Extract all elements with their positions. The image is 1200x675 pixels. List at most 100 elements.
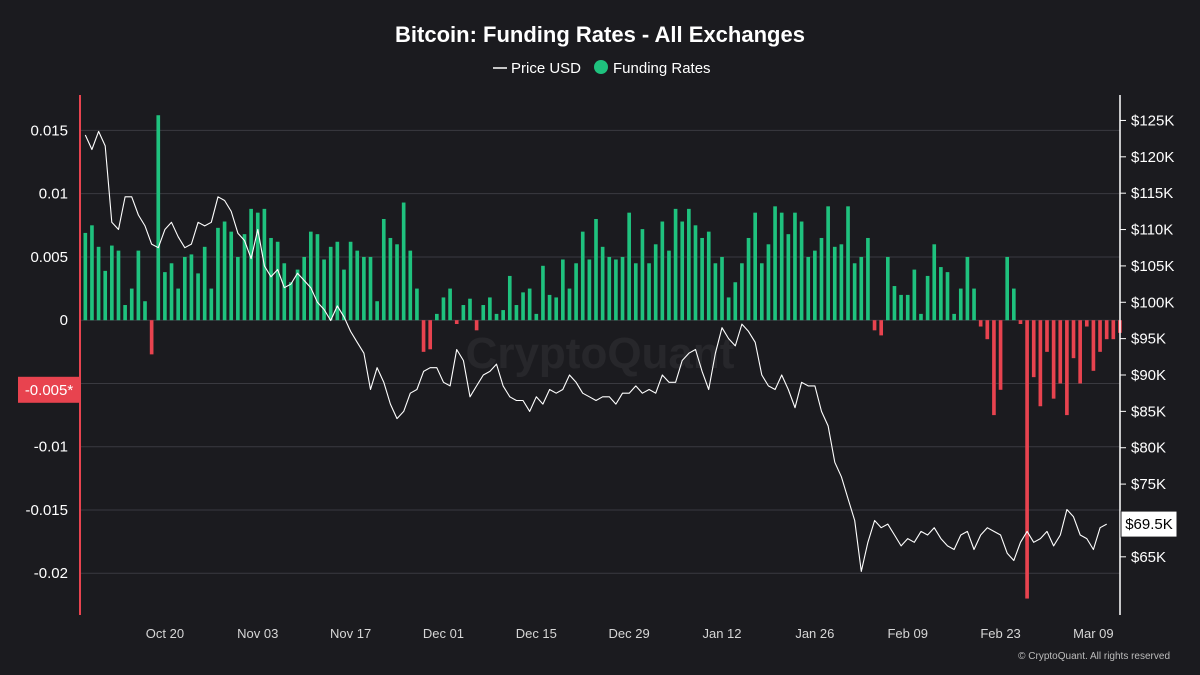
funding-bar — [958, 288, 963, 321]
current-price-badge: $69.5K — [1120, 510, 1178, 538]
price-usd-line — [84, 130, 1107, 572]
funding-bar — [879, 320, 884, 336]
x-tick-label: Jan 12 — [702, 626, 741, 641]
funding-bar — [773, 206, 777, 321]
x-tick-label: Oct 20 — [146, 626, 184, 641]
funding-bar — [580, 231, 585, 321]
funding-bar — [653, 244, 658, 321]
funding-bar — [839, 244, 844, 321]
funding-bar — [149, 320, 154, 355]
funding-bar — [90, 225, 94, 321]
funding-bar — [733, 282, 738, 321]
left-tick-label: -0.01 — [34, 439, 68, 456]
funding-bar — [1084, 320, 1089, 327]
funding-bar — [687, 208, 691, 321]
funding-bar — [255, 212, 260, 321]
funding-bar — [541, 265, 545, 321]
funding-bar — [282, 263, 287, 321]
funding-bar — [1051, 320, 1056, 399]
funding-bar — [348, 241, 353, 321]
funding-bar — [229, 231, 234, 321]
legend-funding-dot-icon — [594, 60, 608, 74]
funding-bar — [527, 288, 532, 321]
funding-bar — [202, 246, 207, 321]
funding-bar — [103, 270, 108, 321]
funding-bar — [534, 313, 539, 321]
funding-bar — [766, 244, 771, 321]
funding-bar — [892, 286, 897, 321]
funding-bar — [640, 229, 645, 321]
funding-bar — [978, 320, 983, 327]
funding-bar — [96, 246, 101, 321]
funding-bar — [123, 305, 127, 321]
funding-bar — [713, 263, 718, 321]
funding-bar — [408, 250, 413, 321]
legend[interactable]: Price USD Funding Rates — [493, 60, 711, 77]
funding-bar — [746, 237, 751, 321]
funding-bar — [852, 263, 857, 321]
funding-bar — [328, 246, 333, 321]
x-tick-label: Nov 03 — [237, 626, 278, 641]
funding-bar — [1018, 320, 1023, 325]
funding-bar — [806, 256, 811, 321]
funding-bar — [395, 244, 399, 321]
gridlines — [80, 129, 1120, 574]
funding-bar — [945, 272, 950, 321]
left-axis-crosshair-badge: -0.005* — [18, 376, 80, 403]
right-axis-ticks: $125K $120K $115K $110K $105K $100K $95K $90K $8… — [1120, 112, 1174, 566]
funding-bar — [859, 256, 864, 321]
funding-bar — [786, 234, 791, 321]
funding-bar — [972, 288, 976, 321]
funding-bar — [415, 288, 419, 321]
funding-bar — [985, 320, 990, 340]
funding-bar — [1111, 320, 1116, 340]
funding-bar — [899, 294, 903, 321]
right-tick-label: $85K — [1131, 403, 1166, 420]
funding-bar — [182, 256, 187, 321]
funding-bar — [474, 320, 479, 331]
funding-bar — [965, 256, 970, 321]
funding-bar — [826, 206, 830, 321]
funding-bar — [461, 305, 466, 321]
funding-bar — [454, 320, 459, 325]
funding-bar — [1038, 320, 1043, 407]
x-tick-label: Jan 26 — [795, 626, 834, 641]
funding-bar — [660, 221, 665, 321]
funding-bar — [249, 208, 253, 321]
funding-bars — [83, 115, 1122, 599]
funding-bar — [494, 313, 499, 321]
funding-bar — [163, 272, 167, 321]
left-axis-ticks: 0.015 0.01 0.005 0 -0.01 -0.015 -0.02 — [25, 122, 68, 582]
copyright-footer: © CryptoQuant. All rights reserved — [1018, 651, 1170, 662]
funding-bar — [952, 313, 956, 321]
funding-bar — [866, 237, 870, 321]
funding-bar — [667, 250, 671, 321]
funding-bar — [501, 310, 505, 321]
funding-bar — [428, 320, 433, 350]
funding-bar — [574, 263, 578, 321]
left-axis-crosshair-label: -0.005* — [25, 382, 74, 399]
funding-bar — [322, 259, 326, 321]
funding-bar — [919, 313, 923, 321]
funding-bar — [885, 256, 890, 321]
funding-bar — [488, 297, 492, 321]
funding-bar — [289, 282, 293, 321]
funding-bar — [832, 246, 837, 321]
x-tick-label: Feb 23 — [980, 626, 1020, 641]
funding-bar — [169, 263, 174, 321]
funding-bar — [362, 256, 366, 321]
funding-bar — [620, 256, 625, 321]
funding-bar — [375, 301, 379, 321]
funding-bar — [1071, 320, 1076, 359]
legend-price-label[interactable]: Price USD — [511, 60, 581, 77]
funding-bar — [83, 232, 88, 321]
funding-bar — [275, 241, 280, 321]
funding-bar — [561, 259, 565, 321]
funding-bar — [136, 250, 141, 321]
funding-bar — [693, 225, 698, 321]
funding-bar — [1012, 288, 1016, 321]
x-tick-label: Nov 17 — [330, 626, 371, 641]
funding-bar — [368, 256, 373, 321]
right-tick-label: $80K — [1131, 440, 1166, 457]
legend-funding-label[interactable]: Funding Rates — [613, 60, 711, 77]
